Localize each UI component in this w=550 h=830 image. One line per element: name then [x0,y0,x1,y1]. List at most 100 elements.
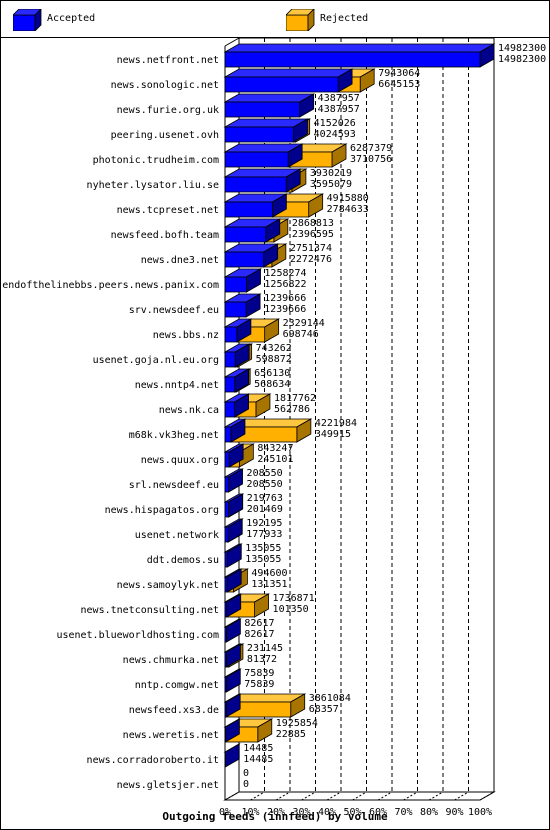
value-label-top: 1239666 [264,293,306,304]
bar-accepted [224,401,235,418]
floor-tick [224,791,240,801]
value-label-top: 219763 [247,493,283,504]
value-label-bottom: 101350 [273,604,309,615]
bar-accepted [224,51,481,68]
legend-item-accepted: Accepted [13,9,153,31]
bar-accepted [224,176,287,193]
value-label-top: 6287379 [350,143,392,154]
category-label: news.furie.org.uk [117,105,219,116]
chart-title: Outgoing feeds (innfeed) by volume [162,810,388,823]
x-tick-label: 60% [369,807,387,818]
value-label-bottom: 1239666 [264,304,306,315]
value-label-bottom: 14982300 [498,54,546,65]
bar-accepted [224,701,227,718]
category-label: usenet.goja.nl.eu.org [93,355,219,366]
value-label-top: 1736871 [273,593,315,604]
category-label: newsfeed.xs3.de [129,705,219,716]
bar-accepted [224,576,228,593]
value-label-top: 4152026 [314,118,356,129]
value-label-bottom: 4024593 [314,129,356,140]
value-label-bottom: 14485 [243,754,273,765]
bar-accepted [224,251,265,268]
bar-accepted [224,551,228,568]
value-label-bottom: 598872 [256,354,292,365]
floor-tick [428,791,444,801]
value-label-top: 4915880 [327,193,369,204]
value-label-top: 2868813 [292,218,334,229]
value-label-top: 0 [243,768,249,779]
x-tick-label: 20% [267,807,285,818]
value-label-bottom: 245101 [257,454,293,465]
value-label-top: 743262 [256,343,292,354]
value-label-bottom: 568634 [254,379,290,390]
floor-tick [326,791,342,801]
x-tick-label: 70% [394,807,412,818]
category-label: nyheter.lysator.liu.se [87,180,219,191]
value-label-bottom: 3710756 [350,154,392,165]
bar-accepted [224,451,230,468]
legend-swatch-accepted [13,9,42,31]
category-label: news.hispagatos.org [105,505,219,516]
category-label: m68k.vk3heg.net [129,430,219,441]
floor-tick [454,791,469,801]
value-label-top: 2329144 [283,318,325,329]
category-label: newsfeed.bofh.team [111,230,219,241]
bar-accepted [224,326,238,343]
value-label-top: 656130 [254,368,290,379]
value-label-top: 843247 [257,443,293,454]
value-label-bottom: 131351 [251,579,287,590]
floor-tick [275,791,291,801]
x-tick-label: 30% [292,807,310,818]
bar-accepted [224,301,247,318]
category-label: news.quux.org [141,455,219,466]
category-label: srl.newsdeef.eu [129,480,219,491]
floor-tick [250,791,265,801]
value-label-bottom: 2784633 [327,204,369,215]
legend-item-rejected: Rejected [286,9,426,31]
category-label: nntp.comgw.net [135,680,219,691]
bar-accepted [224,376,236,393]
bar-accepted [224,476,229,493]
value-label-bottom: 6645153 [378,79,420,90]
value-label-top: 2751374 [290,243,332,254]
value-label-bottom: 562786 [274,404,310,415]
bar-accepted [224,651,227,668]
value-label-top: 82617 [244,618,274,629]
value-label-top: 1817762 [274,393,316,404]
value-label-top: 14485 [243,743,273,754]
category-label: srv.newsdeef.eu [129,305,219,316]
legend-swatch-rejected [286,9,315,31]
bar-accepted-top [223,93,316,103]
category-label: news.dne3.net [141,255,219,266]
value-label-top: 494600 [251,568,287,579]
value-label-top: 4387957 [318,93,360,104]
legend-label-rejected: Rejected [320,13,369,24]
value-label-top: 208550 [247,468,283,479]
category-label: news.bbs.nz [153,330,219,341]
category-label: news.nntp4.net [135,380,219,391]
value-label-top: 135055 [245,543,281,554]
category-label: news.tcpreset.net [117,205,219,216]
value-label-bottom: 82617 [244,629,274,640]
value-label-bottom: 0 [243,779,249,790]
value-label-bottom: 177933 [246,529,282,540]
x-tick-label: 40% [318,807,336,818]
value-label-bottom: 2272476 [290,254,332,265]
bar-accepted [224,626,227,643]
floor-tick [352,791,367,801]
bar-accepted [224,151,289,168]
value-label-top: 1258274 [264,268,306,279]
bar-accepted-top [223,43,496,53]
category-label: news.corradoroberto.it [87,755,219,766]
value-label-bottom: 208550 [247,479,283,490]
category-label: usenet.blueworldhosting.com [56,630,219,641]
category-label: news.weretis.net [123,730,219,741]
category-label: ddt.demos.su [147,555,219,566]
value-label-bottom: 4387957 [318,104,360,115]
category-label: news.samoylyk.net [117,580,219,591]
x-tick-label: 0% [219,807,231,818]
category-label: news.nk.ca [159,405,219,416]
value-label-bottom: 3595079 [310,179,352,190]
category-label: peering.usenet.ovh [111,130,219,141]
value-label-bottom: 201469 [247,504,283,515]
